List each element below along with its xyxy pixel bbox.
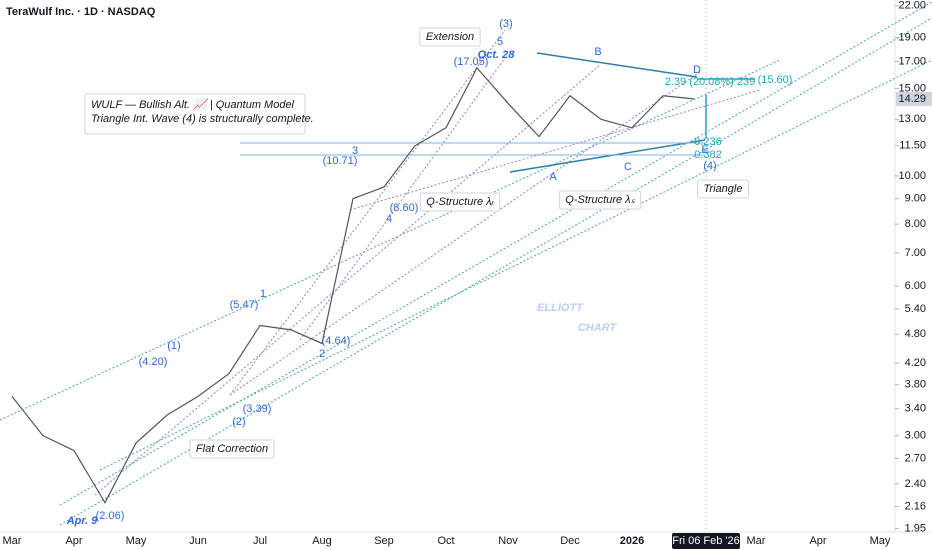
y-tick-label: 2.16 <box>905 500 926 512</box>
wave-label: (17.05) <box>454 56 489 68</box>
y-tick-label: 9.00 <box>905 193 926 205</box>
wave-label: 2 <box>319 348 325 360</box>
wave-label: (3) <box>499 18 512 30</box>
x-tick-label: Mar <box>747 535 766 547</box>
wave-label: (4) <box>703 160 716 172</box>
last-price-tag <box>896 91 932 106</box>
callout-label: Triangle <box>704 183 743 195</box>
y-tick-label: 22.00 <box>898 0 926 12</box>
wave-label: Apr. 9 <box>66 515 98 527</box>
x-tick-label: Mar <box>3 535 22 547</box>
wave-label: 5 <box>497 36 503 48</box>
trend-line <box>229 29 506 396</box>
y-tick-label: 13.00 <box>898 113 926 125</box>
wave-label: D <box>693 64 701 76</box>
wave-label: CHART <box>578 322 618 334</box>
trend-line <box>536 52 698 78</box>
trend-line <box>94 64 601 496</box>
info-text: WULF — Bullish Alt. 📈 | Quantum Model <box>91 98 295 111</box>
trend-line <box>509 139 706 173</box>
info-text: Triangle Int. Wave (4) is structurally c… <box>91 113 314 125</box>
y-tick-label: 1.95 <box>905 523 926 535</box>
y-tick-label: 3.00 <box>905 430 926 442</box>
callout-label: Q-Structure λᵣ <box>426 196 494 208</box>
wave-label: 0.382 <box>694 149 722 161</box>
wave-label: 3 <box>352 145 358 157</box>
callout-box <box>558 190 642 210</box>
wave-label: (15.60) <box>758 74 793 86</box>
wave-label: C <box>624 161 632 173</box>
wave-label: (8.60) <box>390 202 419 214</box>
y-tick-label: 3.80 <box>905 379 926 391</box>
callout-box <box>419 192 501 212</box>
chart-title: TeraWulf Inc. · 1D · NASDAQ <box>6 6 156 18</box>
y-tick-label: 19.00 <box>898 31 926 43</box>
y-tick-label: 6.00 <box>905 280 926 292</box>
x-tick-label: May <box>870 535 891 547</box>
y-tick-label: 17.00 <box>898 55 926 67</box>
wave-label: 2.39 (20.08%) 239 <box>665 76 756 88</box>
x-tick-label: Jun <box>189 535 207 547</box>
trend-line <box>99 59 932 471</box>
x-tick-label: Apr <box>809 535 826 547</box>
wave-label: (2) <box>232 416 245 428</box>
wave-label: (1) <box>167 340 180 352</box>
wave-label: 1 <box>260 288 266 300</box>
x-tick-label: Jul <box>253 535 267 547</box>
wave-label: ELLIOTT <box>537 302 584 314</box>
y-tick-label: 2.70 <box>905 452 926 464</box>
wave-label: (10.71) <box>323 155 358 167</box>
crosshair-date-tag <box>672 533 740 549</box>
wave-label: 0.236 <box>694 136 722 148</box>
wave-label: (5.47) <box>230 299 259 311</box>
wave-label: (2.06) <box>96 510 125 522</box>
y-tick-label: 11.50 <box>899 140 926 152</box>
y-tick-label: 8.00 <box>905 218 926 230</box>
y-tick-label: 2.40 <box>905 478 926 490</box>
price-line <box>11 66 695 504</box>
x-tick-label: 2026 <box>620 535 644 547</box>
y-tick-label: 10.00 <box>898 170 926 182</box>
trend-line <box>349 89 761 211</box>
y-tick-label: 4.20 <box>905 357 926 369</box>
x-tick-label: Dec <box>560 535 580 547</box>
callout-label: Q-Structure λₛ <box>565 194 635 206</box>
callout-box <box>697 179 749 199</box>
x-tick-label: Sep <box>374 535 394 547</box>
y-tick-label: 15.00 <box>898 82 926 94</box>
crosshair-date: Fri 06 Feb '26 <box>672 535 740 547</box>
trend-line <box>229 71 701 396</box>
wave-label: (4.64) <box>322 335 351 347</box>
wave-label: B <box>594 46 601 58</box>
wave-label: (3.39) <box>243 403 272 415</box>
callout-label: Extension <box>426 31 474 43</box>
wave-label: E <box>701 144 708 156</box>
x-tick-label: Aug <box>312 535 332 547</box>
callout-box <box>419 27 481 47</box>
x-tick-label: Apr <box>65 535 82 547</box>
wave-label: A <box>549 171 557 183</box>
callout-box <box>189 439 275 459</box>
wave-label: Oct. 28 <box>478 49 516 61</box>
x-tick-label: May <box>126 535 147 547</box>
wave-label: 4 <box>386 213 392 225</box>
trend-line <box>0 59 781 421</box>
callout-label: Flat Correction <box>196 443 268 455</box>
x-tick-label: Nov <box>498 535 518 547</box>
y-tick-label: 3.40 <box>905 403 926 415</box>
last-price-label: 14.29 <box>898 93 926 105</box>
info-box <box>84 93 306 135</box>
y-tick-label: 5.40 <box>905 303 926 315</box>
wave-label: (4.20) <box>139 356 168 368</box>
y-tick-label: 7.00 <box>905 247 926 259</box>
y-tick-label: 4.80 <box>905 328 926 340</box>
x-tick-label: Oct <box>437 535 454 547</box>
